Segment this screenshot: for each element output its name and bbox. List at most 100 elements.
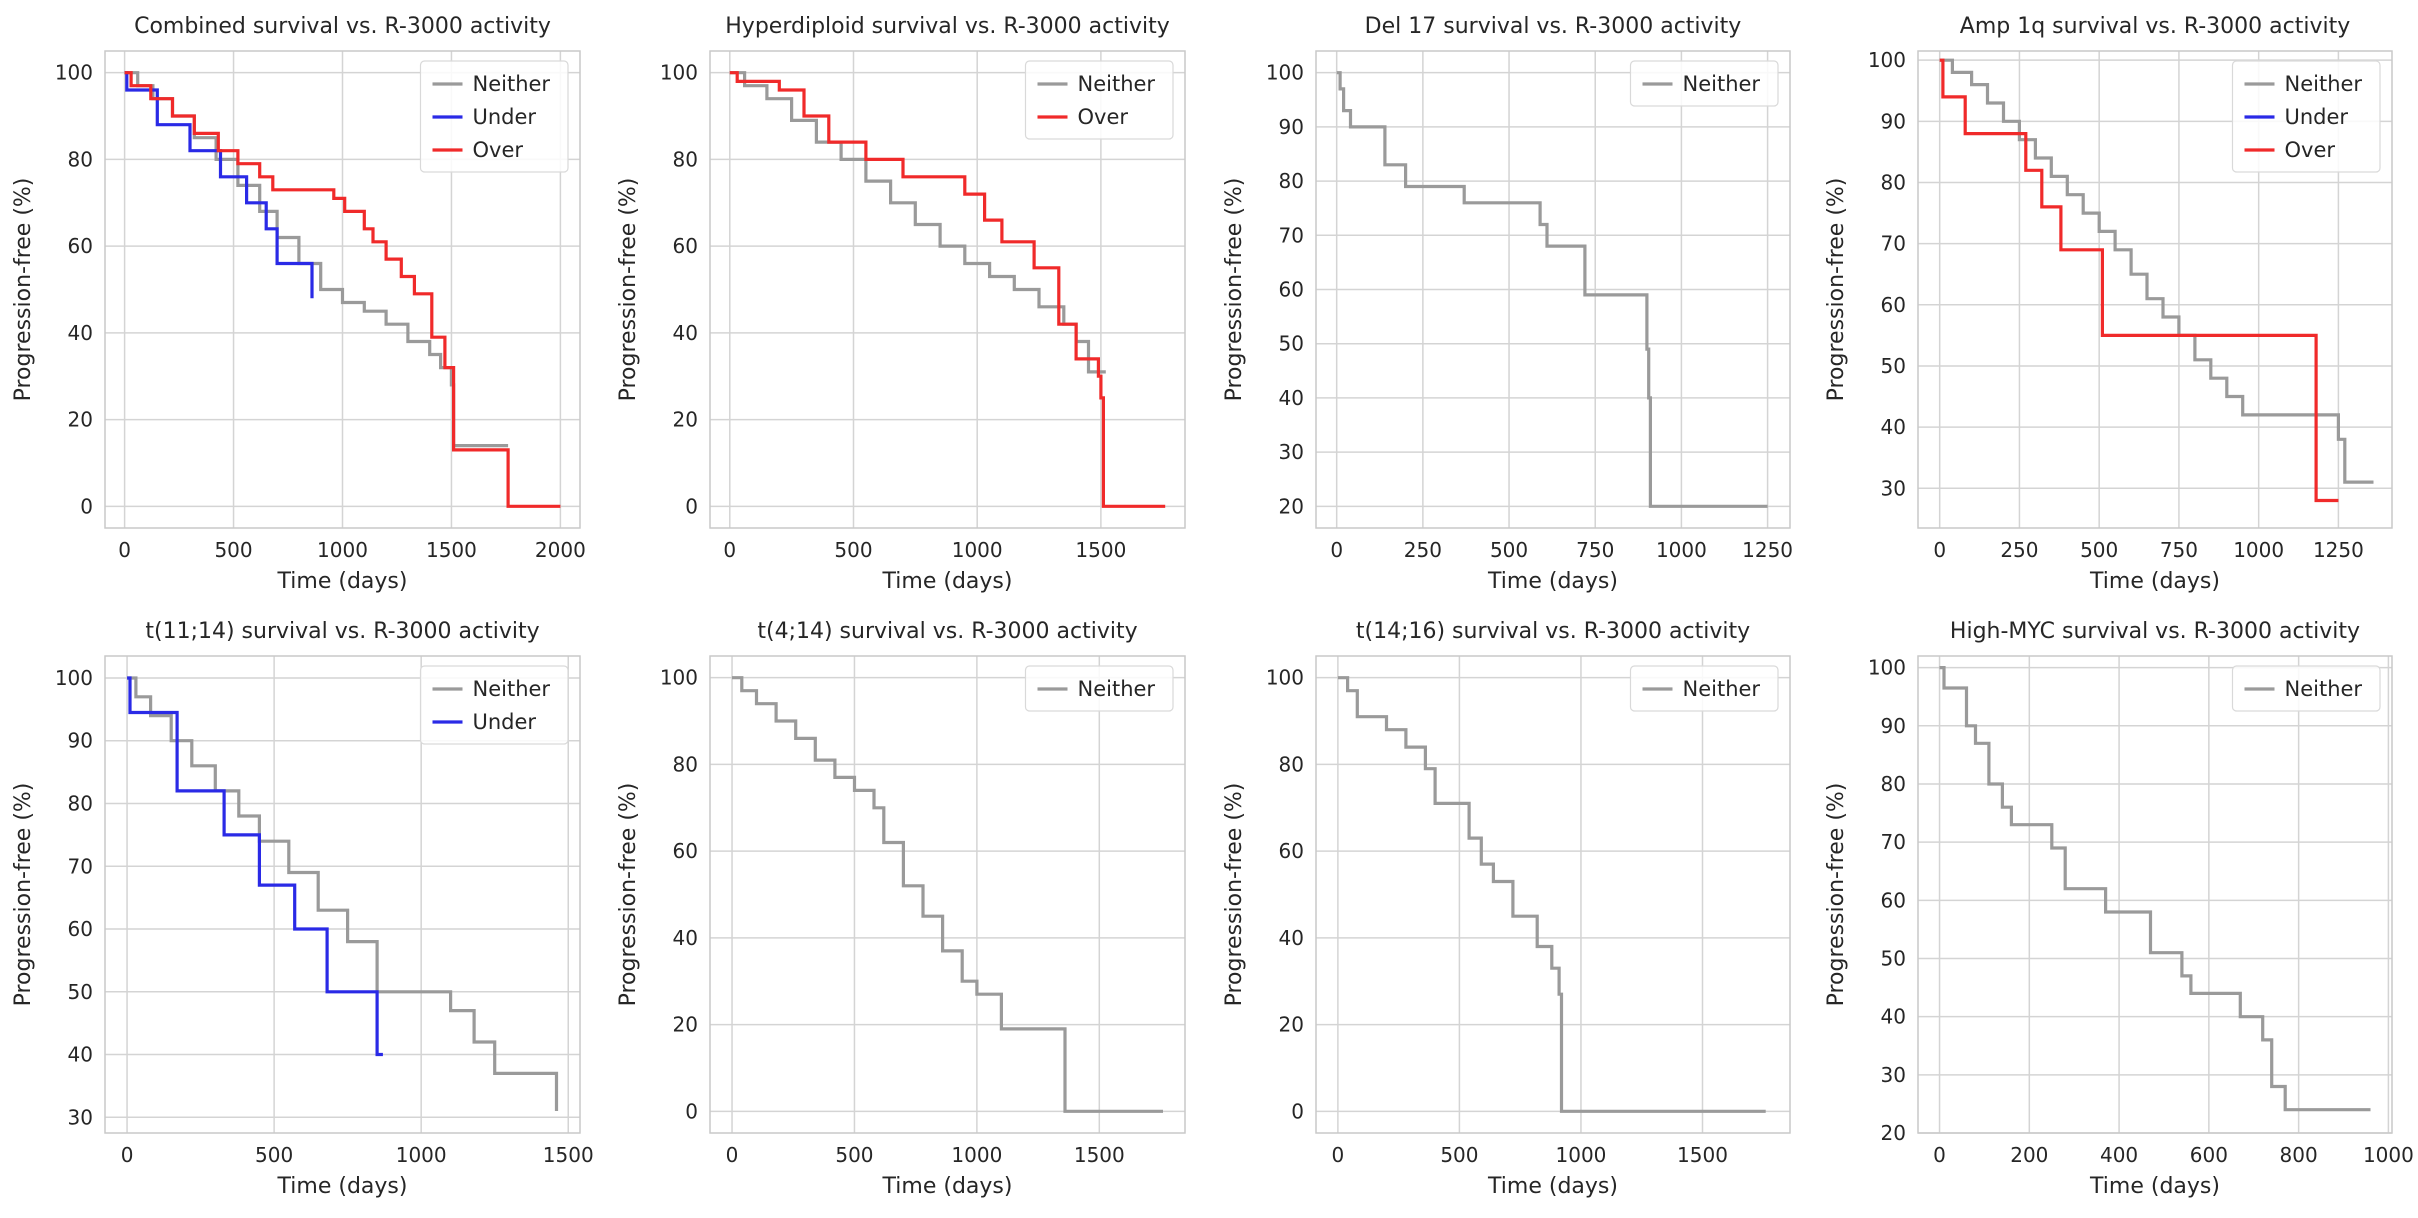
legend-box xyxy=(1629,60,1779,107)
y-tick-label: 80 xyxy=(1881,170,1906,194)
y-tick-label: 80 xyxy=(1881,772,1906,796)
x-tick-label: 500 xyxy=(1440,1143,1478,1167)
y-tick-label: 40 xyxy=(1881,415,1906,439)
chart-panel-4: 0 250 500 750 1000 1250 30 40 50 60 70 80 90 100 Amp 1… xyxy=(1824,14,2393,594)
series-line-under xyxy=(127,676,383,1057)
x-tick-label: 0 xyxy=(1933,538,1946,562)
x-axis-label: Time (days) xyxy=(277,569,408,594)
chart-title: Amp 1q survival vs. R-3000 activity xyxy=(1960,14,2350,39)
legend-label-neither: Neither xyxy=(2285,677,2363,701)
legend: Neither Under xyxy=(419,665,569,745)
x-tick-label: 0 xyxy=(726,1143,739,1167)
chart-title: t(14;16) survival vs. R-3000 activity xyxy=(1356,619,1750,644)
x-axis-label: Time (days) xyxy=(882,1174,1013,1199)
x-tick-label: 0 xyxy=(1330,538,1343,562)
x-tick-label: 2000 xyxy=(535,538,586,562)
x-tick-label: 0 xyxy=(1332,1143,1345,1167)
y-tick-label: 40 xyxy=(1279,926,1304,950)
y-tick-label: 60 xyxy=(68,234,93,258)
chart-panel-6: 0 500 1000 1500 0 20 40 60 80 100 t(4;14) survival… xyxy=(616,619,1186,1199)
x-tick-label: 500 xyxy=(835,1143,873,1167)
y-tick-label: 40 xyxy=(68,321,93,345)
series-line-over xyxy=(1939,58,2339,503)
series-line-under xyxy=(124,71,314,299)
legend-box xyxy=(1024,665,1174,712)
y-tick-label: 60 xyxy=(673,234,698,258)
y-tick-label: 70 xyxy=(1279,223,1304,247)
x-tick-label: 750 xyxy=(2160,538,2198,562)
y-tick-label: 60 xyxy=(1279,839,1304,863)
y-tick-label: 50 xyxy=(1881,946,1906,970)
series-line-neither xyxy=(1939,58,2374,484)
x-tick-label: 0 xyxy=(723,538,736,562)
chart-title: Combined survival vs. R-3000 activity xyxy=(134,14,551,39)
chart-panel-3: 0 250 500 750 1000 1250 20 30 40 50 60 70 80 90 100 Del… xyxy=(1222,14,1793,594)
y-tick-label: 0 xyxy=(80,494,93,518)
y-tick-label: 60 xyxy=(1279,278,1304,302)
plot-frame xyxy=(1917,655,2393,1134)
legend: Neither xyxy=(1629,60,1779,107)
y-tick-label: 20 xyxy=(1881,1121,1906,1145)
y-tick-label: 60 xyxy=(1881,888,1906,912)
x-tick-label: 1000 xyxy=(951,1143,1002,1167)
x-tick-label: 1250 xyxy=(2313,538,2364,562)
plot-frame xyxy=(709,655,1186,1134)
x-tick-label: 400 xyxy=(2100,1143,2138,1167)
y-tick-label: 100 xyxy=(55,666,93,690)
x-tick-label: 500 xyxy=(1490,538,1528,562)
legend: Neither xyxy=(1629,665,1779,712)
chart-title: Hyperdiploid survival vs. R-3000 activit… xyxy=(725,14,1169,39)
y-tick-label: 40 xyxy=(673,321,698,345)
series-line-neither xyxy=(1336,71,1768,508)
y-tick-label: 60 xyxy=(68,917,93,941)
legend-box xyxy=(2231,60,2381,173)
plot-frame xyxy=(1315,655,1791,1134)
y-tick-label: 50 xyxy=(1881,354,1906,378)
x-tick-label: 1500 xyxy=(543,1143,594,1167)
x-tick-label: 750 xyxy=(1576,538,1614,562)
legend-box xyxy=(1024,60,1174,140)
x-tick-label: 1500 xyxy=(1677,1143,1728,1167)
y-tick-label: 80 xyxy=(68,147,93,171)
y-axis-label: Progression-free (%) xyxy=(1824,783,1849,1007)
y-axis-label: Progression-free (%) xyxy=(616,178,641,402)
plot-frame xyxy=(104,50,581,529)
y-tick-label: 90 xyxy=(68,729,93,753)
y-tick-label: 20 xyxy=(673,1013,698,1037)
y-tick-label: 60 xyxy=(1881,293,1906,317)
y-tick-label: 0 xyxy=(1291,1099,1304,1123)
y-axis-label: Progression-free (%) xyxy=(1824,178,1849,402)
x-tick-label: 200 xyxy=(2010,1143,2048,1167)
y-tick-label: 100 xyxy=(660,666,698,690)
x-axis-label: Time (days) xyxy=(277,1174,408,1199)
chart-title: t(4;14) survival vs. R-3000 activity xyxy=(757,619,1137,644)
legend-box xyxy=(419,60,569,173)
legend: Neither xyxy=(2231,665,2381,712)
legend-label-neither: Neither xyxy=(473,677,551,701)
x-axis-label: Time (days) xyxy=(1487,1174,1618,1199)
y-axis-label: Progression-free (%) xyxy=(1222,783,1247,1007)
legend-label-neither: Neither xyxy=(473,72,551,96)
legend: Neither Over xyxy=(1024,60,1174,140)
chart-title: High-MYC survival vs. R-3000 activity xyxy=(1950,619,2360,644)
x-tick-label: 1000 xyxy=(2233,538,2284,562)
y-tick-label: 70 xyxy=(68,854,93,878)
x-tick-label: 600 xyxy=(2190,1143,2228,1167)
x-tick-label: 1000 xyxy=(952,538,1003,562)
y-tick-label: 70 xyxy=(1881,830,1906,854)
y-tick-label: 30 xyxy=(1881,476,1906,500)
y-tick-label: 30 xyxy=(1881,1063,1906,1087)
y-axis-label: Progression-free (%) xyxy=(1222,178,1247,402)
y-tick-label: 100 xyxy=(1868,48,1906,72)
plot-frame xyxy=(1315,50,1791,529)
chart-panel-8: 0 200 400 600 800 1000 20 30 40 50 60 70 80 90 100 High… xyxy=(1824,619,2414,1199)
x-tick-label: 0 xyxy=(118,538,131,562)
x-tick-label: 1000 xyxy=(1556,1143,1607,1167)
y-tick-label: 40 xyxy=(1279,386,1304,410)
y-axis-label: Progression-free (%) xyxy=(616,783,641,1007)
x-tick-label: 500 xyxy=(834,538,872,562)
x-axis-label: Time (days) xyxy=(2089,1174,2220,1199)
x-tick-label: 500 xyxy=(255,1143,293,1167)
y-axis-label: Progression-free (%) xyxy=(11,178,36,402)
